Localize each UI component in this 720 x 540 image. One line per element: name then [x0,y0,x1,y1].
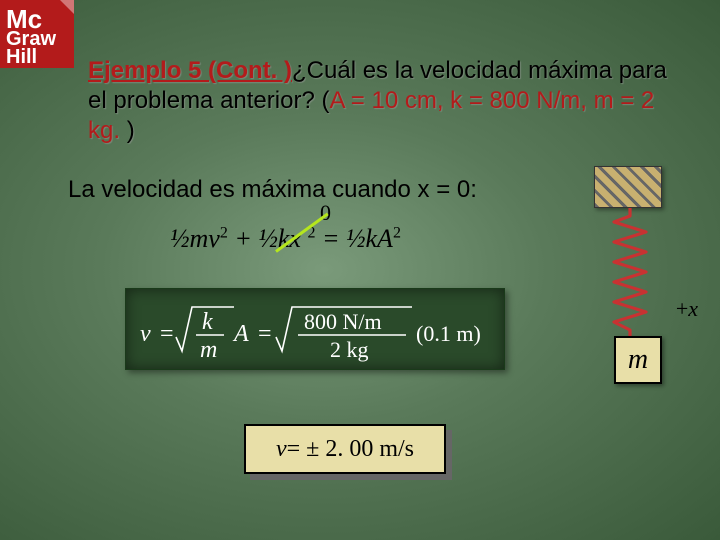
f-Aval: (0.1 m) [416,321,481,346]
energy-equation: ½mv2 + ½kx 2 = ½kA2 [170,224,401,254]
f-num: 800 N/m [304,309,382,334]
answer-rest: = ± 2. 00 m/s [287,436,414,463]
eq-rhs: ½kA [346,224,393,253]
mcgraw-hill-logo: Mc Graw Hill [0,0,74,68]
f-den: 2 kg [330,337,369,362]
question-text: Ejemplo 5 (Cont. )¿Cuál es la velocidad … [88,56,680,146]
fixed-support-icon [594,166,662,208]
statement-text: La velocidad es máxima cuando x = 0: [68,176,477,204]
axis-x: x [688,296,698,321]
f-v: v [140,321,151,347]
spring-icon [610,208,650,338]
eq-term1: ½mv [170,224,220,253]
mass-label: m [628,344,648,376]
eq-exp1: 2 [220,224,228,241]
axis-plus: + [676,296,688,321]
eq-exp3: 2 [393,224,401,241]
velocity-formula-box: v = k m A = 800 N/m 2 kg (0.1 m) [125,288,505,370]
f-m: m [200,337,217,363]
answer-v: v [276,436,287,463]
f-k: k [202,309,213,335]
eq-term2: ½kx [258,224,307,253]
question-close: ) [127,117,135,144]
axis-label: +x [676,296,698,322]
answer-box: v = ± 2. 00 m/s [244,424,446,474]
eq-plus: + [228,224,259,253]
mass-box: m [614,336,662,384]
logo-fold-icon [60,0,74,14]
example-link[interactable]: Ejemplo 5 (Cont. ) [88,57,292,84]
f-eq2: = [258,321,272,347]
logo-line3: Hill [6,46,37,69]
velocity-formula-svg: v = k m A = 800 N/m 2 kg (0.1 m) [126,289,506,371]
f-A: A [232,321,249,347]
f-eq1: = [160,321,174,347]
eq-equals: = [315,224,346,253]
